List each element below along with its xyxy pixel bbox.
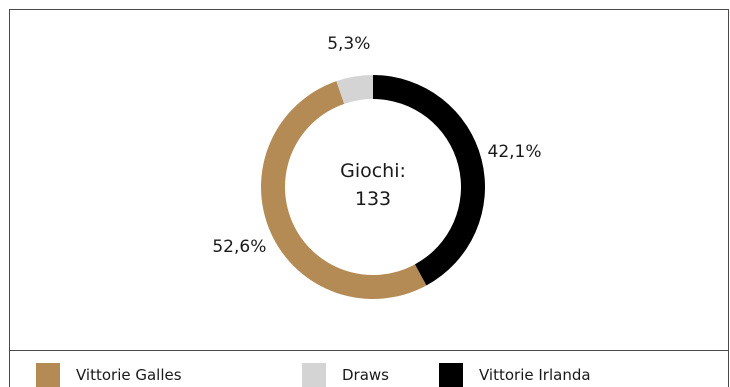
center-label: Giochi: <box>340 160 406 182</box>
legend-label: Vittorie Galles <box>76 365 182 384</box>
slice-label: 52,6% <box>212 237 266 257</box>
slice-labels: 42,1% 52,6% 5,3% <box>212 34 541 257</box>
legend-swatch <box>302 362 326 387</box>
legend-item-vittorie-irlanda: Vittorie Irlanda <box>439 362 591 387</box>
legend-swatch <box>439 362 463 387</box>
legend-swatch <box>36 362 60 387</box>
plot-area: 42,1% 52,6% 5,3% Giochi: 133 <box>10 10 730 350</box>
legend-divider <box>10 350 729 351</box>
center-value: 133 <box>355 188 391 210</box>
slice-label: 42,1% <box>488 142 542 162</box>
legend: Vittorie Galles Draws Vittorie Irlanda <box>10 352 729 387</box>
slice-vittorie-galles <box>261 81 427 299</box>
legend-item-draws: Draws <box>302 362 389 387</box>
legend-item-vittorie-galles: Vittorie Galles <box>36 362 182 387</box>
legend-label: Draws <box>342 365 389 384</box>
slice-draws <box>336 75 373 104</box>
slice-label: 5,3% <box>327 34 370 54</box>
donut-chart: 42,1% 52,6% 5,3% Giochi: 133 <box>212 34 542 299</box>
legend-label: Vittorie Irlanda <box>479 365 591 384</box>
donut-slices <box>261 75 486 299</box>
slice-vittorie-irlanda <box>373 75 486 286</box>
chart-frame <box>9 9 729 387</box>
